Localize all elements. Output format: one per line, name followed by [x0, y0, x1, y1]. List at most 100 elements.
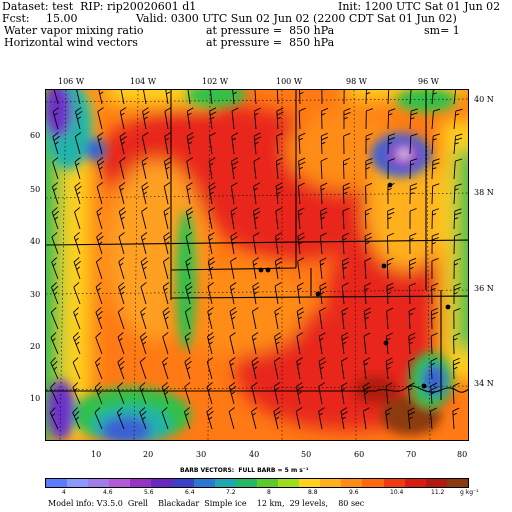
wind-barb-feather	[320, 216, 325, 220]
wind-barb	[386, 260, 389, 280]
wind-barb	[141, 211, 147, 230]
wind-barb-feather	[298, 241, 303, 245]
wind-barb-feather	[385, 412, 390, 416]
wind-barb	[431, 136, 434, 155]
wind-barb	[185, 211, 191, 230]
wind-barb-feather	[343, 117, 348, 120]
wind-barb-feather	[366, 92, 371, 95]
wind-barb-feather	[253, 366, 258, 370]
wind-barb-feather	[207, 387, 212, 391]
wind-barb-feather	[230, 362, 235, 366]
wind-barb-feather	[206, 407, 213, 413]
wind-barb-feather	[49, 407, 56, 414]
wind-barb	[51, 287, 59, 305]
wind-barb	[139, 386, 147, 405]
wind-barb-feather	[96, 257, 103, 263]
wind-barb-feather	[364, 311, 372, 316]
wind-barb-feather	[96, 310, 103, 317]
wind-barb-feather	[251, 407, 258, 412]
wind-barb-feather	[252, 307, 259, 312]
wind-barb-feather	[254, 107, 261, 112]
wind-barb-feather	[73, 332, 79, 338]
wind-barb	[341, 261, 345, 280]
wind-barb	[119, 136, 125, 155]
wind-barb	[408, 336, 411, 355]
colorbar-label: 6.4	[185, 489, 195, 496]
wind-barb	[208, 186, 213, 205]
wind-barb-feather	[164, 287, 168, 291]
wind-barb	[342, 236, 345, 255]
field1-name: Water vapor mixing ratio	[4, 24, 144, 37]
wind-barb	[119, 161, 125, 180]
city-dot	[421, 383, 427, 389]
wind-barb	[73, 312, 81, 330]
wind-barb	[452, 386, 455, 405]
wind-barb	[319, 236, 323, 255]
city-markers	[258, 182, 451, 389]
wind-barb-feather	[164, 161, 172, 166]
wind-barb-feather	[431, 282, 439, 287]
field1-level: at pressure = 850 hPa	[206, 24, 335, 37]
wind-barb-feather	[142, 185, 149, 191]
wind-barb-feather	[297, 391, 302, 395]
wind-barb	[275, 161, 279, 180]
wind-barb-feather	[164, 391, 169, 395]
grid-x-label: 40	[249, 450, 260, 459]
colorbar-swatch	[278, 479, 300, 487]
city-dot	[265, 267, 271, 273]
wind-barb	[95, 261, 103, 280]
wind-barb-feather	[276, 111, 284, 116]
wind-barb	[184, 336, 191, 355]
wind-barb-feather	[161, 382, 168, 388]
wind-barb-feather	[342, 232, 350, 237]
wind-barb-feather	[296, 386, 304, 391]
wind-barb-feather	[140, 257, 147, 263]
wind-barb-feather	[319, 337, 324, 341]
wind-barb	[118, 211, 125, 230]
grid-y-label: 30	[30, 290, 41, 299]
wind-barb-feather	[141, 232, 148, 237]
wind-barb-feather	[120, 187, 124, 191]
wind-barb-feather	[297, 282, 304, 287]
wind-barb-feather	[185, 360, 192, 366]
wind-barb	[140, 311, 147, 330]
wind-barb-feather	[142, 237, 146, 241]
wind-barb-feather	[76, 191, 81, 195]
wind-barb	[319, 311, 323, 330]
wind-barb-feather	[99, 166, 103, 170]
wind-barb	[206, 386, 213, 405]
wind-barb	[209, 111, 213, 130]
wind-barb	[184, 386, 191, 405]
wind-barb-feather	[164, 235, 171, 241]
wind-barb-feather	[184, 332, 191, 338]
colorbar-swatch	[425, 479, 447, 487]
wind-barb	[251, 336, 257, 355]
wind-barb-feather	[365, 212, 370, 216]
wind-barb-feather	[231, 161, 239, 166]
wind-barb-feather	[366, 108, 374, 112]
wind-barb-feather	[432, 208, 440, 212]
lon-label: 104 W	[130, 77, 157, 86]
wind-barb-feather	[387, 232, 395, 237]
wind-barb	[341, 311, 345, 330]
wind-barb-feather	[296, 382, 303, 387]
wind-barb-feather	[94, 407, 101, 413]
wind-barb-feather	[230, 287, 235, 291]
wind-barb-feather	[365, 157, 373, 162]
wind-barb-feather	[319, 361, 326, 366]
wind-barb-feather	[186, 366, 191, 370]
wind-barb-feather	[275, 257, 282, 262]
wind-barb-feather	[321, 141, 326, 145]
wind-barb	[229, 361, 235, 380]
wind-barb-feather	[387, 188, 392, 191]
colorbar-swatch	[88, 479, 110, 487]
wind-barb-feather	[99, 91, 104, 95]
wind-barb-feather	[297, 207, 305, 212]
wind-barb	[207, 286, 213, 305]
wind-barb-feather	[432, 183, 440, 187]
wind-barb-feather	[365, 207, 372, 212]
wind-barb	[408, 361, 411, 380]
wind-barb-feather	[387, 257, 394, 262]
wind-barb-feather	[454, 208, 462, 212]
colorbar-label: 9.6	[349, 489, 359, 496]
